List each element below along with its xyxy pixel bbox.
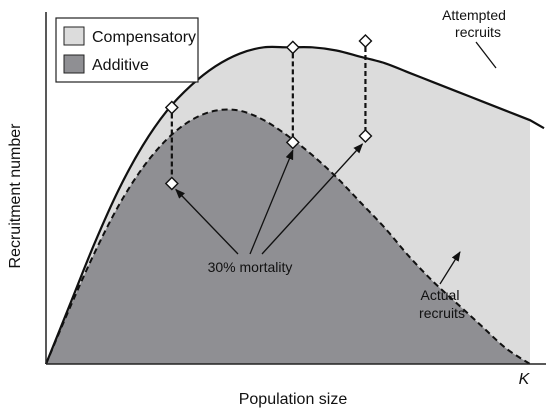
x-axis-label: Population size xyxy=(239,391,348,408)
axes xyxy=(45,12,546,365)
actual-marker-2 xyxy=(358,129,373,143)
mortality-arrow-2 xyxy=(261,143,364,255)
legend-label-compensatory: Compensatory xyxy=(92,29,196,46)
actual-recruits-line xyxy=(45,108,531,365)
actual-marker-1 xyxy=(285,135,300,150)
actual-marker-0 xyxy=(164,176,179,191)
legend-swatch-compensatory xyxy=(63,26,85,46)
attempted-marker-1 xyxy=(285,40,300,55)
mortality-arrow-0 xyxy=(175,188,239,255)
mortality-markers xyxy=(164,34,373,255)
attempted-marker-0 xyxy=(164,100,179,115)
actual-label-line2: recruits xyxy=(419,305,465,321)
attempted-label-line1: Attempted xyxy=(442,7,506,23)
legend-swatch-additive xyxy=(63,54,85,74)
k-label: K xyxy=(519,371,531,388)
y-axis-label: Recruitment number xyxy=(7,123,24,269)
attempted-label-line2: recruits xyxy=(455,24,501,40)
chart-areas xyxy=(46,46,530,364)
legend: Compensatory Additive xyxy=(55,17,199,83)
actual-label-line1: Actual xyxy=(421,287,460,303)
attempted-marker-2 xyxy=(358,34,373,48)
actual-pointer xyxy=(439,251,461,285)
mortality-label: 30% mortality xyxy=(208,259,293,275)
mortality-arrow-1 xyxy=(249,149,294,255)
additive-area xyxy=(46,109,530,364)
legend-label-additive: Additive xyxy=(92,57,149,74)
attempted-pointer xyxy=(475,41,497,69)
